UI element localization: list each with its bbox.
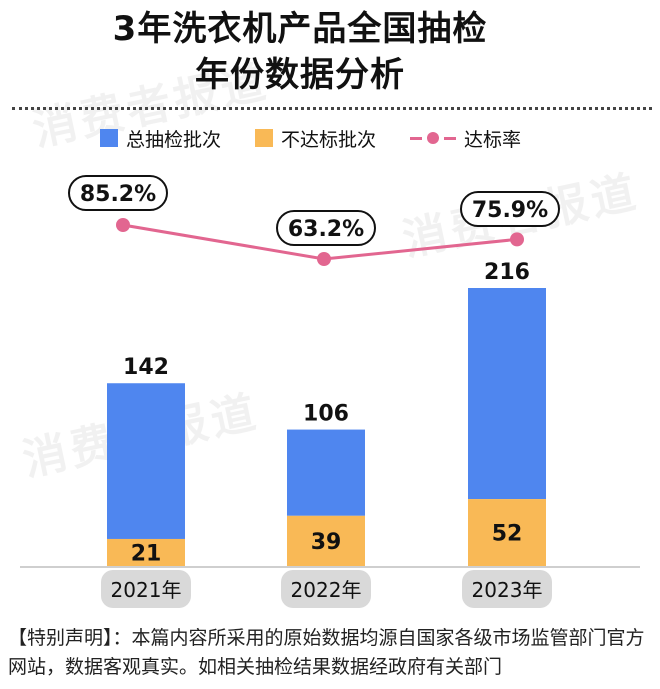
data-label-total: 142 bbox=[123, 355, 169, 380]
bar-fail bbox=[468, 499, 546, 566]
rate-point bbox=[510, 232, 524, 247]
legend-label-total: 总抽检批次 bbox=[126, 128, 222, 151]
rate-label-box bbox=[460, 191, 560, 227]
footer-disclaimer: 【特别声明】：本篇内容所采用的原始数据均源自国家各级市场监管部门官方网站，数据客… bbox=[8, 627, 645, 678]
year-badge bbox=[281, 570, 371, 608]
legend-item-total: 总抽检批次 bbox=[100, 125, 221, 152]
chart-title-line1: 3年洗衣机产品全国抽检 bbox=[112, 9, 488, 49]
legend-swatch-rate bbox=[410, 129, 457, 147]
data-label-total: 106 bbox=[303, 402, 349, 427]
bar-total bbox=[287, 429, 365, 516]
legend-swatch-total bbox=[100, 129, 118, 147]
legend: 总抽检批次 不达标批次 达标率 bbox=[100, 124, 555, 152]
bar-total bbox=[107, 383, 185, 539]
rate-label-box bbox=[276, 210, 376, 246]
legend-item-fail: 不达标批次 bbox=[255, 125, 376, 152]
data-label-total: 216 bbox=[484, 260, 530, 285]
bar-fail bbox=[287, 515, 365, 566]
title-divider bbox=[12, 107, 652, 110]
legend-label-fail: 不达标批次 bbox=[281, 128, 377, 151]
bar-fail bbox=[107, 538, 185, 566]
data-label-fail: 21 bbox=[131, 541, 162, 566]
rate-point bbox=[317, 252, 331, 266]
rate-point bbox=[116, 218, 130, 232]
x-tick-label: 2021年 bbox=[111, 578, 182, 602]
legend-swatch-fail bbox=[255, 129, 274, 147]
year-badge bbox=[101, 570, 191, 608]
data-label-fail: 52 bbox=[492, 522, 523, 547]
x-tick-label: 2023年 bbox=[472, 578, 543, 602]
chart-title: 3年洗衣机产品全国抽检 年份数据分析 bbox=[0, 6, 600, 98]
data-label-rate: 85.2% bbox=[80, 182, 156, 207]
x-tick-label: 2022年 bbox=[291, 578, 362, 602]
rate-label-box bbox=[68, 175, 168, 211]
data-label-rate: 75.9% bbox=[472, 198, 548, 223]
data-label-rate: 63.2% bbox=[288, 217, 364, 242]
legend-label-rate: 达标率 bbox=[464, 128, 522, 151]
bar-total bbox=[468, 288, 546, 500]
legend-item-rate: 达标率 bbox=[410, 125, 521, 152]
data-label-fail: 39 bbox=[311, 530, 342, 555]
chart-title-line2: 年份数据分析 bbox=[195, 55, 405, 95]
year-badge bbox=[462, 570, 552, 608]
